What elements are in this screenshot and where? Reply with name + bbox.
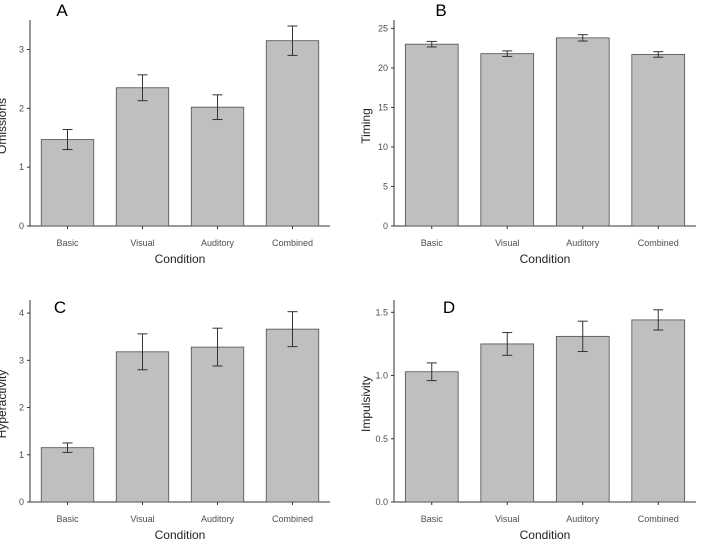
x-tick-label-combined: Combined: [638, 238, 679, 248]
y-tick-label: 1.5: [375, 307, 388, 317]
y-axis-title: Impulsivity: [359, 376, 373, 432]
x-axis-title: Condition: [520, 252, 571, 266]
panel-letter: B: [435, 1, 446, 20]
x-tick-label-combined: Combined: [638, 514, 679, 524]
x-tick-label-basic: Basic: [421, 238, 444, 248]
y-tick-label: 4: [19, 308, 24, 318]
x-tick-label-basic: Basic: [421, 514, 444, 524]
bar-basic: [40, 139, 95, 227]
y-tick-label: 1.0: [375, 371, 388, 381]
x-axis-title: Condition: [155, 252, 206, 266]
x-tick-label-visual: Visual: [495, 514, 519, 524]
bar-auditory: [190, 346, 245, 503]
y-tick-label: 0: [383, 221, 388, 231]
y-tick-label: 10: [378, 142, 388, 152]
bar-basic: [40, 447, 95, 503]
y-tick-label: 20: [378, 63, 388, 73]
x-tick-label-auditory: Auditory: [566, 238, 600, 248]
x-tick-label-visual: Visual: [130, 514, 154, 524]
y-tick-label: 1: [19, 450, 24, 460]
x-tick-label-auditory: Auditory: [201, 238, 235, 248]
y-tick-label: 2: [19, 103, 24, 113]
y-axis-title: Timing: [359, 108, 373, 144]
x-tick-label-auditory: Auditory: [566, 514, 600, 524]
bar-visual: [480, 53, 535, 227]
x-axis-title: Condition: [155, 528, 206, 542]
panel-c: C 0 1 2 3 4 Basic Visual Auditory Combined Conditi…: [0, 298, 330, 542]
y-tick-label: 25: [378, 23, 388, 33]
bar-combined: [265, 40, 320, 227]
bar-basic: [404, 371, 459, 503]
bar-combined: [631, 54, 686, 227]
x-tick-label-combined: Combined: [272, 238, 313, 248]
bar-auditory: [190, 106, 245, 227]
x-tick-label-combined: Combined: [272, 514, 313, 524]
bar-visual: [480, 343, 535, 503]
y-tick-label: 0: [19, 221, 24, 231]
bar-auditory: [555, 37, 610, 227]
y-axis-title: Hyperactivity: [0, 370, 9, 439]
x-tick-label-auditory: Auditory: [201, 514, 235, 524]
y-tick-label: 3: [19, 355, 24, 365]
panel-a: A 0 1 2 3 Basic Visual Auditory Combined Conditio…: [0, 1, 330, 266]
bar-basic: [404, 43, 459, 227]
y-axis-title: Omissions: [0, 98, 9, 154]
y-tick-label: 0: [19, 497, 24, 507]
x-tick-label-basic: Basic: [56, 514, 79, 524]
panel-letter: A: [56, 1, 68, 20]
y-tick-label: 0.0: [375, 497, 388, 507]
bar-visual: [115, 87, 170, 227]
x-tick-label-basic: Basic: [56, 238, 79, 248]
panel-letter: C: [54, 298, 66, 317]
bar-visual: [115, 351, 170, 503]
y-tick-label: 1: [19, 162, 24, 172]
bar-combined: [631, 319, 686, 503]
x-axis-title: Condition: [520, 528, 571, 542]
y-tick-label: 2: [19, 403, 24, 413]
y-tick-label: 3: [19, 45, 24, 55]
panel-letter: D: [443, 298, 455, 317]
y-tick-label: 0.5: [375, 434, 388, 444]
y-tick-label: 5: [383, 181, 388, 191]
bar-combined: [265, 328, 320, 503]
bar-auditory: [555, 335, 610, 503]
panel-d: D 0.0 0.5 1.0 1.5 Basic Visual Auditory Combined…: [359, 298, 696, 542]
y-tick-label: 15: [378, 102, 388, 112]
x-tick-label-visual: Visual: [130, 238, 154, 248]
panel-b: B 0 5 10 15 20 25 Basic Visual Auditory Combined Co…: [359, 1, 696, 266]
x-tick-label-visual: Visual: [495, 238, 519, 248]
